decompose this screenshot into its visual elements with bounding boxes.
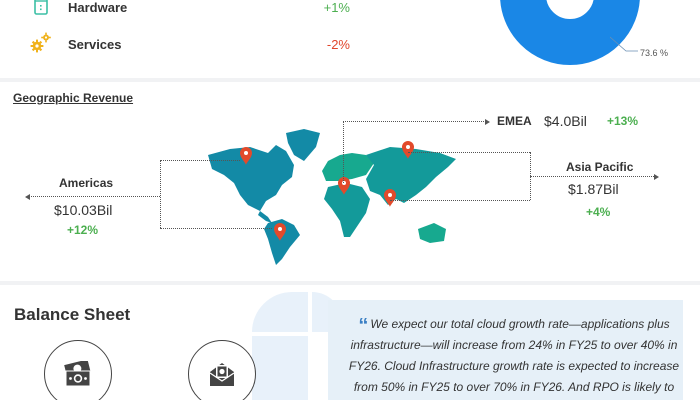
connector-line: [160, 160, 240, 161]
arrow-left-icon: [25, 194, 30, 200]
donut-percent-label: 73.6 %: [640, 48, 669, 58]
segment-row-hardware: Hardware +1%: [0, 0, 350, 22]
region-name-americas: Americas: [59, 176, 114, 190]
arrow-right-icon: [654, 174, 659, 180]
africa-shape: [324, 183, 370, 237]
quote-box: [328, 300, 683, 400]
gears-icon: [30, 32, 51, 53]
connector-line: [343, 121, 344, 183]
segment-label: Hardware: [68, 0, 128, 15]
donut-chart: [500, 0, 640, 65]
region-name-apac: Asia Pacific: [566, 160, 634, 174]
server-icon: [34, 0, 48, 15]
region-change-apac: +4%: [586, 205, 611, 219]
segment-label: Services: [68, 36, 122, 52]
region-change-americas: +12%: [67, 223, 99, 237]
region-value-emea: $4.0Bil: [544, 113, 587, 129]
australia-shape: [418, 223, 446, 243]
segment-row-services: Services -2%: [0, 29, 350, 59]
envelope-money-icon: [209, 363, 235, 386]
connector-line: [408, 152, 530, 153]
segment-change: -2%: [326, 36, 350, 52]
connector-line: [160, 160, 161, 228]
quote-body: We expect our total cloud growth rate—ap…: [348, 317, 680, 394]
greenland-shape: [286, 129, 320, 161]
donut-leader-line: [610, 36, 638, 52]
quote-text: “We expect our total cloud growth rate—a…: [344, 314, 684, 398]
region-name-emea: EMEA: [497, 114, 532, 128]
cash-icon: [64, 361, 91, 387]
europe-shape: [322, 153, 374, 181]
pin-russia: [402, 141, 414, 159]
world-map: [208, 129, 456, 265]
region-change-emea: +13%: [607, 114, 639, 128]
connector-line: [160, 228, 272, 229]
pin-south-america: [274, 223, 286, 241]
quote-mark-icon: “: [358, 315, 369, 337]
background-decoration: [252, 336, 308, 400]
south-america-shape: [264, 219, 300, 265]
pin-india: [384, 189, 396, 207]
section-divider: [0, 281, 700, 285]
location-pins: [240, 141, 414, 241]
section-divider: [0, 78, 700, 82]
connector-line: [343, 121, 486, 122]
geographic-revenue-title: Geographic Revenue: [13, 91, 134, 105]
pin-north-america: [240, 147, 252, 165]
north-america-shape: [208, 145, 294, 211]
asia-shape: [366, 147, 456, 205]
background-decoration: [252, 292, 308, 332]
cash-icon-circle: [44, 340, 112, 400]
pin-europe: [338, 177, 350, 195]
arrow-right-icon: [485, 119, 490, 125]
region-value-americas: $10.03Bil: [54, 202, 113, 218]
segment-change: +1%: [323, 0, 350, 15]
envelope-money-icon-circle: [188, 340, 256, 400]
balance-sheet-title: Balance Sheet: [14, 305, 131, 324]
region-value-apac: $1.87Bil: [568, 181, 619, 197]
connector-line: [530, 176, 654, 177]
connector-line: [390, 200, 530, 201]
connector-line: [28, 196, 160, 197]
